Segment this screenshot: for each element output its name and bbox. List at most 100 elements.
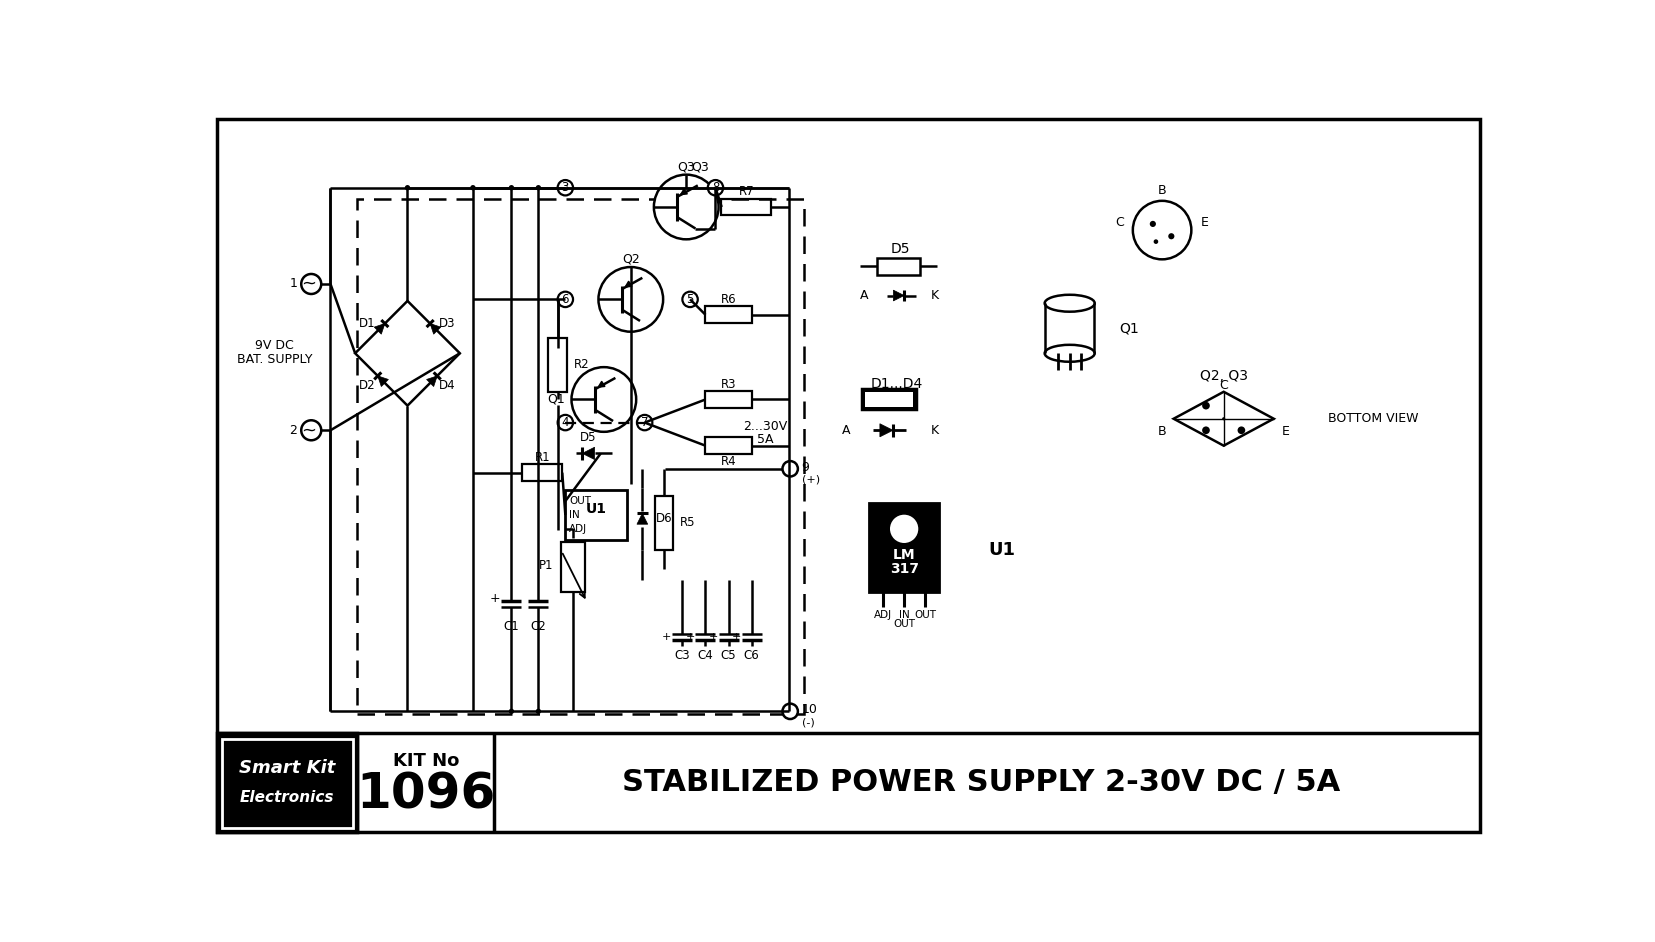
Polygon shape (892, 290, 904, 300)
Text: 8: 8 (712, 181, 718, 194)
Text: +: + (488, 592, 500, 605)
Text: E: E (1200, 216, 1208, 229)
Polygon shape (354, 300, 460, 406)
Text: R7: R7 (738, 185, 753, 198)
Circle shape (1149, 220, 1155, 227)
Bar (357, 200, 804, 714)
Text: R2: R2 (574, 358, 589, 371)
Bar (564, 490, 627, 540)
Bar (705, 306, 751, 323)
Text: D5: D5 (890, 242, 910, 256)
Text: K: K (930, 424, 938, 437)
Circle shape (470, 185, 475, 190)
Text: 7: 7 (640, 416, 649, 429)
Text: +: + (708, 632, 717, 642)
Text: 6: 6 (561, 293, 569, 306)
Text: C: C (1115, 216, 1124, 229)
Polygon shape (377, 376, 389, 386)
Circle shape (637, 414, 652, 430)
Text: ADJ: ADJ (874, 610, 892, 620)
Polygon shape (430, 323, 440, 334)
Text: Q3: Q3 (677, 160, 695, 173)
Text: 1096: 1096 (356, 771, 495, 819)
Text: Q1: Q1 (1119, 321, 1139, 335)
Text: R5: R5 (680, 516, 695, 529)
Bar (217, 733, 357, 832)
Text: D1...D4: D1...D4 (871, 377, 922, 391)
Text: BAT. SUPPLY: BAT. SUPPLY (237, 353, 311, 365)
Polygon shape (427, 376, 437, 386)
Text: C5: C5 (720, 649, 736, 662)
Circle shape (558, 414, 573, 430)
Text: OUT: OUT (914, 610, 935, 620)
Circle shape (1154, 239, 1157, 244)
Text: 317: 317 (889, 561, 919, 576)
Bar (705, 437, 751, 454)
Circle shape (682, 292, 697, 307)
Text: OUT: OUT (892, 619, 915, 629)
Text: U1: U1 (988, 541, 1015, 559)
Polygon shape (879, 424, 892, 437)
Polygon shape (583, 447, 594, 460)
Text: 4: 4 (561, 416, 569, 429)
Bar (864, 392, 912, 407)
Circle shape (535, 185, 541, 190)
Circle shape (1221, 417, 1225, 420)
Bar (561, 542, 584, 592)
Circle shape (1202, 402, 1210, 410)
Circle shape (707, 180, 723, 195)
Text: 9: 9 (801, 461, 809, 474)
Text: D3: D3 (439, 317, 455, 330)
Text: A: A (859, 289, 867, 302)
Text: 2...30V: 2...30V (743, 420, 788, 433)
Text: ~: ~ (301, 275, 316, 293)
Text: C4: C4 (697, 649, 713, 662)
Text: STABILIZED POWER SUPPLY 2-30V DC / 5A: STABILIZED POWER SUPPLY 2-30V DC / 5A (622, 769, 1339, 798)
Bar (521, 464, 563, 481)
Text: 1: 1 (290, 278, 298, 290)
Text: Q2, Q3: Q2, Q3 (1198, 369, 1246, 383)
Bar (548, 338, 566, 392)
Bar (654, 495, 672, 549)
Bar (861, 389, 915, 410)
Ellipse shape (1044, 345, 1094, 362)
Circle shape (508, 185, 513, 190)
Polygon shape (637, 513, 647, 524)
Text: Q1: Q1 (548, 393, 564, 406)
Circle shape (301, 274, 321, 294)
Text: D6: D6 (655, 512, 672, 526)
Text: B: B (1157, 184, 1165, 197)
Circle shape (508, 708, 513, 714)
Circle shape (535, 708, 541, 714)
Text: OUT: OUT (569, 496, 591, 506)
Bar (869, 503, 938, 592)
Text: D5: D5 (579, 431, 596, 445)
Text: Q3: Q3 (690, 160, 708, 173)
Text: R4: R4 (720, 455, 736, 467)
Text: KIT No: KIT No (392, 753, 458, 771)
Text: D1: D1 (359, 317, 376, 330)
Circle shape (571, 367, 636, 431)
Circle shape (1202, 427, 1210, 434)
Text: 5A: 5A (756, 433, 773, 446)
Text: LM: LM (892, 548, 915, 562)
Circle shape (1167, 234, 1173, 239)
Text: R1: R1 (535, 450, 549, 463)
Text: C3: C3 (674, 649, 690, 662)
Text: +: + (662, 632, 672, 642)
Text: ADJ: ADJ (569, 524, 588, 534)
Text: C: C (1218, 379, 1228, 392)
Text: 2: 2 (290, 424, 298, 437)
Text: Smart Kit: Smart Kit (238, 759, 336, 777)
Polygon shape (374, 323, 384, 334)
Bar (705, 391, 751, 408)
Circle shape (558, 180, 573, 195)
Circle shape (301, 420, 321, 440)
Text: D2: D2 (359, 379, 376, 392)
Bar (722, 199, 771, 216)
Circle shape (597, 267, 662, 332)
Text: 3: 3 (561, 181, 569, 194)
Text: +: + (685, 632, 695, 642)
Text: C2: C2 (530, 620, 546, 633)
Text: R3: R3 (720, 378, 736, 391)
